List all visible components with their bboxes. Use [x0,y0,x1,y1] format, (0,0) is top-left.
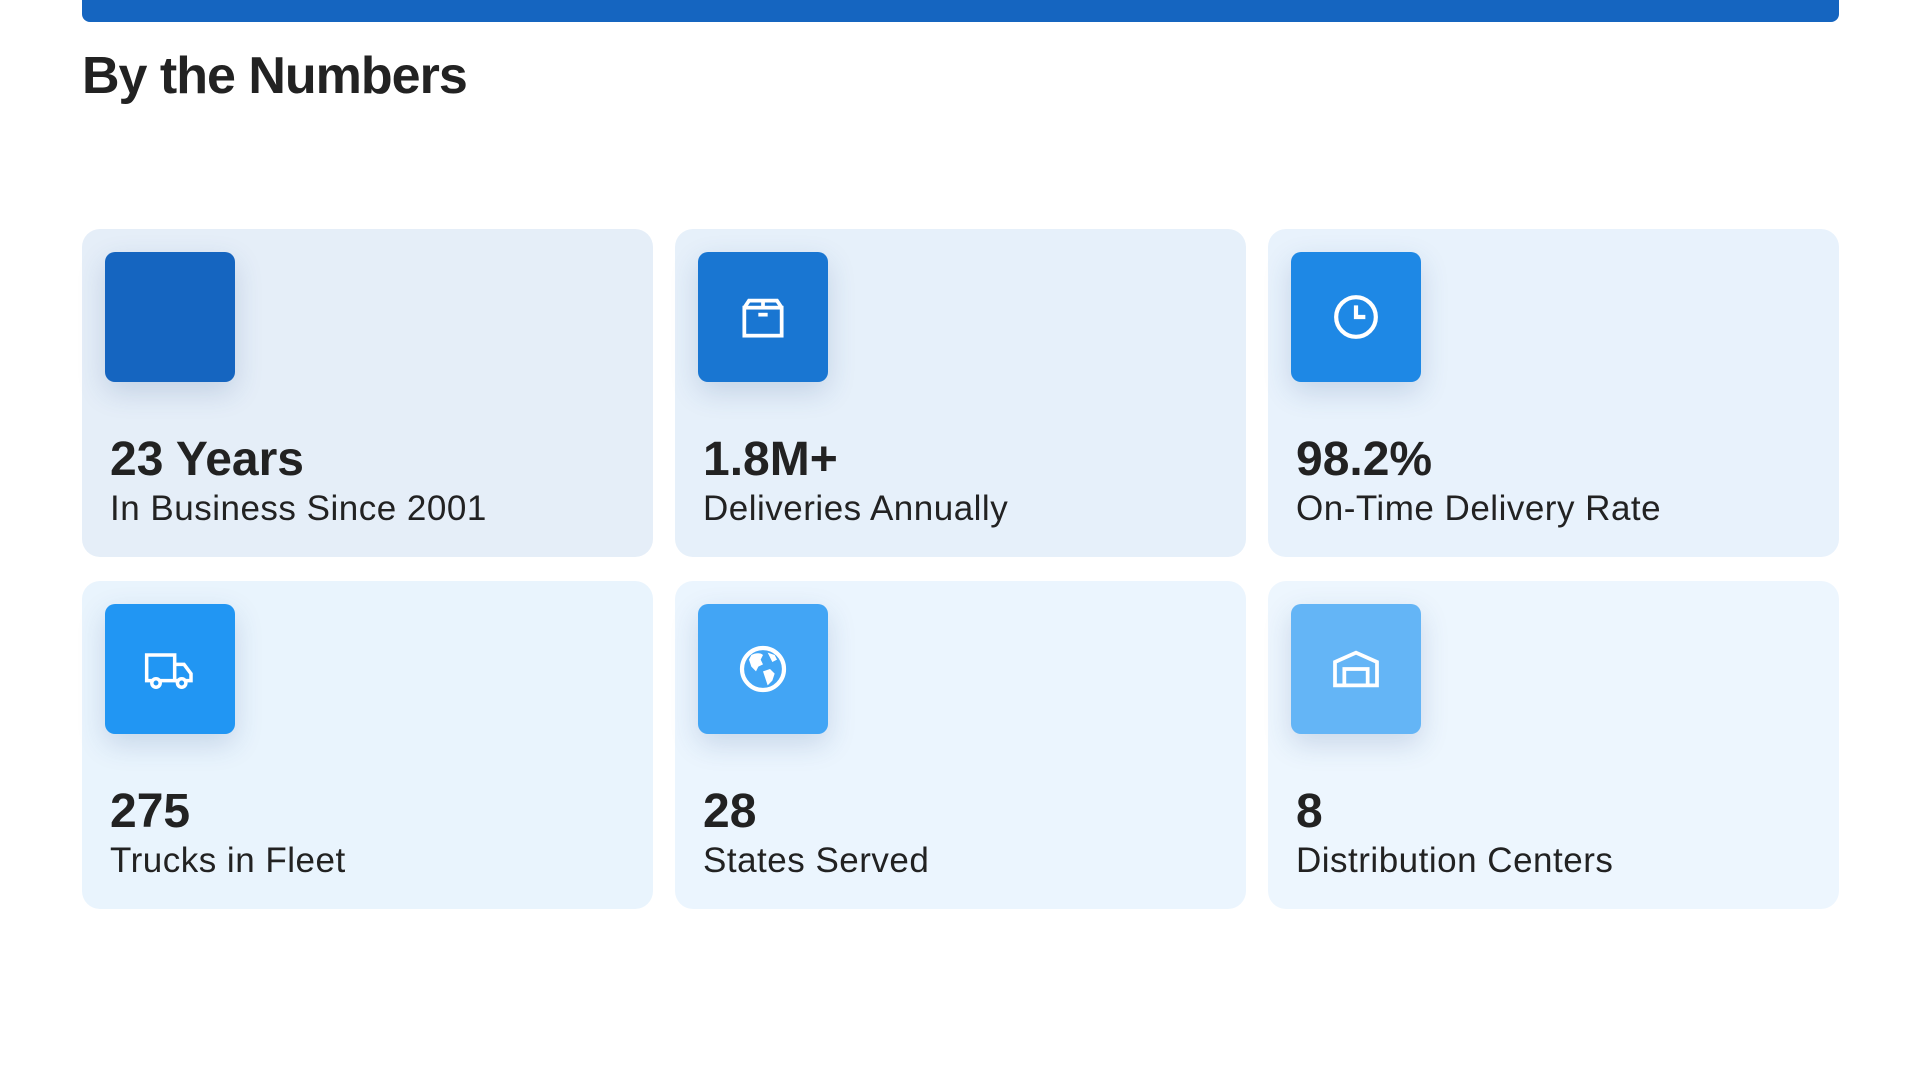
stat-card-deliveries: 1.8M+ Deliveries Annually [675,229,1246,557]
stat-card-on-time: 98.2% On-Time Delivery Rate [1268,229,1839,557]
stat-icon-box [1291,252,1421,382]
stat-card-states: 28 States Served [675,581,1246,909]
stat-value: 275 [110,785,191,838]
stat-value: 98.2% [1296,433,1433,486]
stat-value: 28 [703,785,757,838]
stat-card-trucks: 275 Trucks in Fleet [82,581,653,909]
stat-label: On-Time Delivery Rate [1296,489,1662,528]
stat-value: 8 [1296,785,1323,838]
stats-grid: 23 Years In Business Since 2001 1.8M+ De… [82,229,1839,909]
stat-card-years: 23 Years In Business Since 2001 [82,229,653,557]
stat-label: In Business Since 2001 [110,489,487,528]
stat-icon-box [1291,604,1421,734]
warehouse-icon [1333,650,1379,688]
stat-value: 1.8M+ [703,433,838,486]
stat-value: 23 Years [110,433,304,486]
stat-icon-box [698,252,828,382]
box-icon [742,298,784,338]
stat-icon-box [105,252,235,382]
top-accent-bar [82,0,1839,22]
stat-label: Distribution Centers [1296,841,1614,880]
stat-icon-box [698,604,828,734]
stat-label: States Served [703,841,930,880]
stat-icon-box [105,604,235,734]
stat-label: Trucks in Fleet [110,841,346,880]
stat-label: Deliveries Annually [703,489,1009,528]
truck-icon [144,653,193,689]
page-title: By the Numbers [82,47,468,105]
stat-card-distribution: 8 Distribution Centers [1268,581,1839,909]
clock-icon [1334,295,1378,339]
globe-icon [739,645,787,693]
